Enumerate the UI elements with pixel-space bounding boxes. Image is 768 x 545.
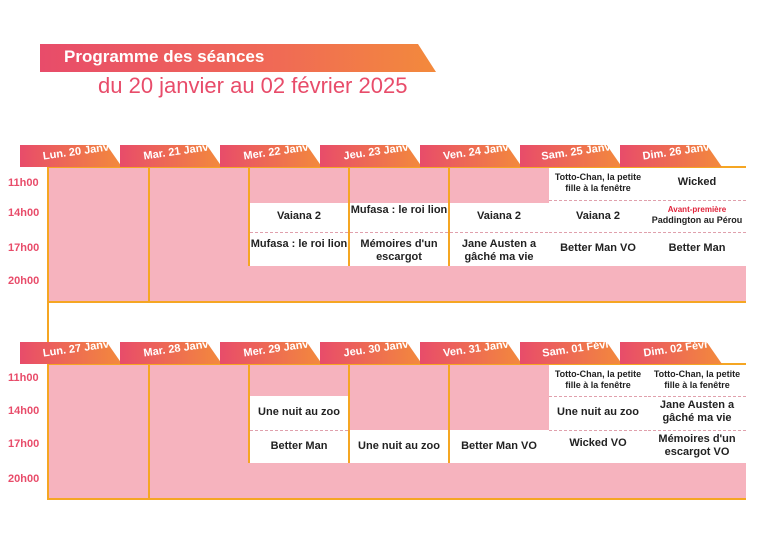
frame-bottom xyxy=(48,301,746,303)
column-divider xyxy=(248,166,250,266)
film-box xyxy=(648,364,746,462)
column-divider xyxy=(448,166,450,266)
film-box xyxy=(648,167,746,265)
day-column-fri-top xyxy=(449,364,549,430)
film-title: Wicked VO xyxy=(569,437,627,449)
column-divider xyxy=(148,166,150,301)
film-title: Vaiana 2 xyxy=(476,210,522,222)
film-title: Totto-Chan, la petite fille à la fenêtre xyxy=(653,369,741,390)
day-tab xyxy=(120,145,222,167)
film-box xyxy=(549,167,647,265)
day-tab xyxy=(220,145,322,167)
film-title: Vaiana 2 xyxy=(276,210,322,222)
divider xyxy=(549,396,647,397)
time-label: 14h00 xyxy=(8,207,40,219)
day-tab xyxy=(320,342,422,364)
film-title: Une nuit au zoo xyxy=(358,440,440,452)
day-column-wed-top xyxy=(249,167,349,203)
evening-band xyxy=(249,266,746,301)
day-tab xyxy=(20,145,122,167)
divider xyxy=(250,232,348,233)
day-column-thu-top xyxy=(349,167,449,203)
time-label: 11h00 xyxy=(8,372,39,384)
film-box xyxy=(450,430,548,462)
time-label: 11h00 xyxy=(8,177,39,189)
divider xyxy=(549,430,647,431)
film-box xyxy=(450,203,548,265)
divider xyxy=(250,430,348,431)
day-tab xyxy=(520,145,622,167)
film-box xyxy=(549,364,647,462)
evening-band xyxy=(249,463,746,498)
film-box xyxy=(250,203,348,265)
frame-top xyxy=(48,363,746,365)
day-tab xyxy=(220,342,322,364)
film-title: Paddington au Pérou xyxy=(651,215,743,225)
time-label: 20h00 xyxy=(8,275,40,287)
divider xyxy=(648,396,746,397)
film-title: Mémoires d'un escargot xyxy=(360,238,438,263)
time-label: 20h00 xyxy=(8,473,40,485)
divider xyxy=(549,232,647,233)
divider xyxy=(350,232,448,233)
day-tab xyxy=(620,145,722,167)
divider xyxy=(648,232,746,233)
film-title: Jane Austen a gâché ma vie xyxy=(659,399,735,424)
film-title: Mémoires d'un escargot VO xyxy=(658,433,736,458)
frame-bottom xyxy=(48,498,746,500)
frame-top xyxy=(48,166,746,168)
film-box xyxy=(250,396,348,462)
frame-left xyxy=(47,166,49,303)
time-label: 17h00 xyxy=(8,438,40,450)
film-title: Une nuit au zoo xyxy=(557,406,639,418)
divider xyxy=(648,200,746,201)
day-column-fri-top xyxy=(449,167,549,203)
page-title: Programme des séances xyxy=(64,47,265,66)
frame-left xyxy=(47,301,49,500)
film-title: Better Man xyxy=(270,440,328,452)
day-column-tue xyxy=(149,364,249,498)
day-column-mon xyxy=(49,364,149,498)
column-divider xyxy=(348,166,350,266)
day-column-mon xyxy=(49,167,149,301)
day-tab xyxy=(420,145,522,167)
column-divider xyxy=(248,363,250,463)
film-title: Mufasa : le roi lion xyxy=(350,204,448,216)
film-title: Better Man xyxy=(668,242,726,254)
film-title: Better Man VO xyxy=(461,440,537,452)
film-title: Wicked xyxy=(677,176,717,188)
film-title: Totto-Chan, la petite fille à la fenêtre xyxy=(554,369,642,390)
column-divider xyxy=(448,363,450,463)
day-column-wed-top xyxy=(249,364,349,396)
divider xyxy=(648,430,746,431)
page-subtitle: du 20 janvier au 02 février 2025 xyxy=(98,73,408,98)
title-banner xyxy=(40,44,436,72)
day-column-thu-top xyxy=(349,364,449,430)
day-tab xyxy=(120,342,222,364)
time-label: 17h00 xyxy=(8,242,40,254)
film-title: Better Man VO xyxy=(560,242,636,254)
day-tab xyxy=(20,342,122,364)
column-divider xyxy=(348,363,350,463)
film-box xyxy=(350,203,448,265)
film-title: Une nuit au zoo xyxy=(258,406,340,418)
day-column-tue xyxy=(149,167,249,301)
day-tab xyxy=(620,342,722,364)
divider xyxy=(450,232,548,233)
film-title: Mufasa : le roi lion xyxy=(250,238,348,250)
day-tab xyxy=(320,145,422,167)
film-title: Totto-Chan, la petite fille à la fenêtre xyxy=(554,172,642,193)
divider xyxy=(549,200,647,201)
film-box xyxy=(350,430,448,462)
preview-badge: Avant-première xyxy=(667,205,727,214)
day-tab xyxy=(520,342,622,364)
day-tab xyxy=(420,342,522,364)
film-title: Jane Austen a gâché ma vie xyxy=(461,238,537,263)
column-divider xyxy=(148,363,150,498)
time-label: 14h00 xyxy=(8,405,40,417)
film-title: Vaiana 2 xyxy=(575,210,621,222)
